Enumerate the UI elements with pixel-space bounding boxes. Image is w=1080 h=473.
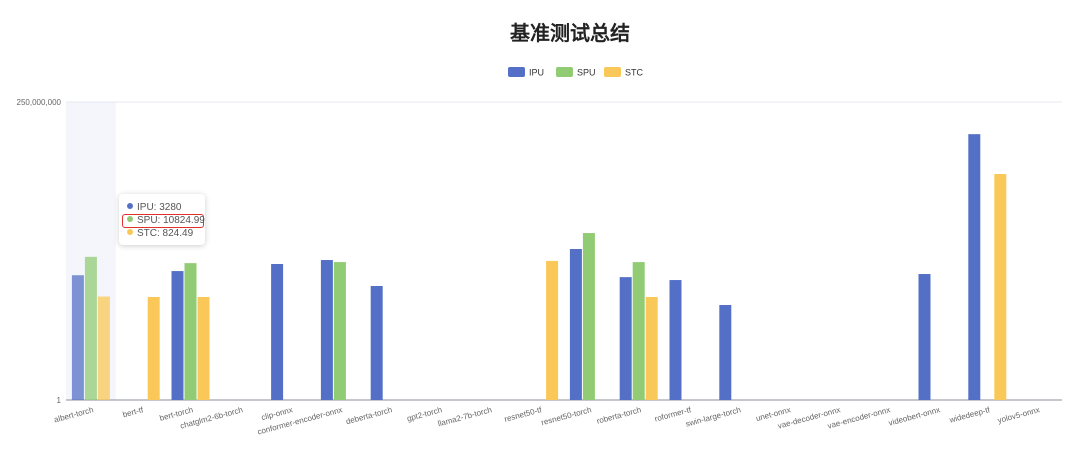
chart-title: 基准测试总结 (510, 21, 630, 45)
bar-ipu-deberta-torch (370, 286, 383, 400)
bar-stc-bert-tf (147, 296, 160, 400)
legend-swatch-ipu (508, 67, 525, 77)
legend-label-stc: STC (625, 68, 644, 78)
bar-spu-albert-torch (84, 256, 97, 400)
bar-ipu-bert-torch (171, 271, 184, 400)
bar-ipu-swin-large-torch (719, 305, 732, 400)
bar-ipu-conformer-encoder-onnx (320, 260, 333, 400)
bar-ipu-albert-torch (71, 275, 84, 400)
bar-stc-widedeep-tf (994, 174, 1007, 400)
bar-ipu-resnet50-torch (569, 249, 582, 400)
legend-swatch-spu (556, 67, 573, 77)
tooltip-row-ipu: IPU: 3280 (127, 201, 181, 214)
bar-stc-roberta-torch (645, 296, 658, 400)
tooltip-text: SPU: 10824.99 (137, 215, 205, 226)
bar-ipu-roformer-tf (669, 280, 682, 400)
tooltip-text: IPU: 3280 (137, 202, 182, 213)
bar-spu-conformer-encoder-onnx (333, 262, 346, 400)
x-tick-label: llama2-7b-torch (437, 405, 493, 428)
x-tick-label: deberta-torch (345, 405, 393, 426)
x-tick-label: widedeep-tf (948, 405, 992, 425)
x-tick-label: resnet50-torch (540, 405, 592, 427)
x-tick-label: bert-tf (122, 405, 145, 419)
x-tick-label: roberta-torch (596, 405, 643, 426)
bar-stc-albert-torch (97, 296, 110, 400)
bar-ipu-clip-onnx (271, 264, 284, 400)
stc-dot-icon (127, 229, 133, 235)
bar-spu-resnet50-torch (582, 233, 595, 400)
ipu-dot-icon (127, 203, 133, 209)
spu-dot-icon (127, 216, 133, 222)
tooltip-row-spu: SPU: 10824.99 (127, 214, 205, 227)
x-tick-label: swin-large-torch (685, 405, 742, 428)
bar-stc-resnet50-tf (546, 260, 559, 400)
legend-label-spu: SPU (577, 68, 596, 78)
bar-spu-roberta-torch (632, 262, 645, 400)
x-tick-label: resnet50-tf (503, 405, 543, 424)
bar-stc-bert-torch (197, 296, 210, 400)
x-tick-label: conformer-encoder-onnx (256, 405, 343, 436)
tooltip-text: STC: 824.49 (137, 228, 194, 239)
tooltip-highlight-box (122, 214, 204, 228)
bar-ipu-roberta-torch (619, 277, 632, 400)
x-tick-label: albert-torch (53, 405, 94, 424)
bar-ipu-videobert-onnx (918, 274, 931, 400)
tooltip-row-stc: STC: 824.49 (127, 227, 193, 240)
bar-ipu-widedeep-tf (968, 134, 981, 400)
legend-swatch-stc (604, 67, 621, 77)
y-tick-label: 1 (57, 396, 62, 405)
bar-spu-bert-torch (184, 263, 197, 400)
tooltip: IPU: 3280 SPU: 10824.99 STC: 824.49 (119, 194, 205, 245)
legend-label-ipu: IPU (529, 68, 544, 78)
x-tick-label: yolov5-onnx (997, 405, 1041, 425)
y-tick-label: 250,000,000 (17, 98, 62, 107)
x-tick-label: videobert-onnx (888, 405, 941, 427)
